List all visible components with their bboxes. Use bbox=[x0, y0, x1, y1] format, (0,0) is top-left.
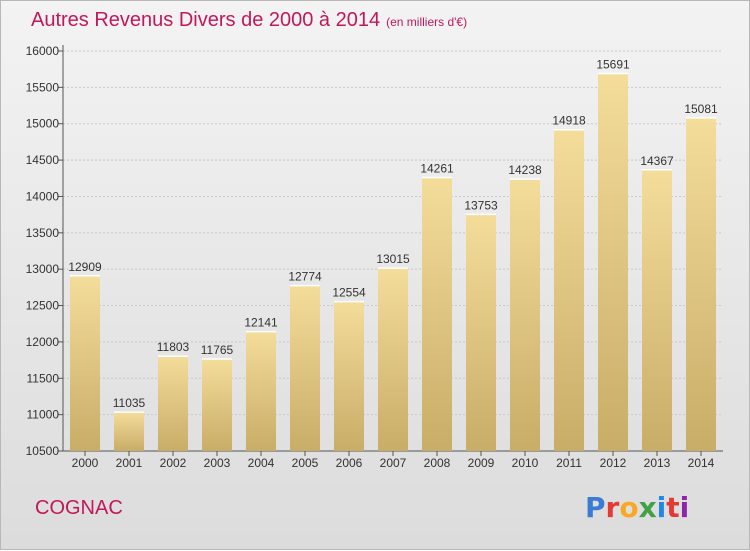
y-tick-label: 10500 bbox=[26, 444, 60, 458]
x-tick-label: 2006 bbox=[336, 456, 363, 470]
chart-unit: (en milliers d'€) bbox=[386, 15, 468, 29]
bar bbox=[378, 268, 408, 451]
y-tick-label: 16000 bbox=[26, 44, 60, 58]
bar bbox=[686, 117, 716, 451]
data-label: 13753 bbox=[464, 198, 498, 212]
proxiti-logo: Proxiti bbox=[585, 491, 689, 524]
logo-letter: x bbox=[638, 491, 657, 524]
y-tick-label: 14000 bbox=[26, 189, 60, 203]
x-tick-label: 2002 bbox=[160, 456, 187, 470]
bar bbox=[114, 412, 144, 451]
logo-letter: r bbox=[605, 491, 620, 524]
x-tick-label: 2009 bbox=[468, 456, 495, 470]
data-label: 11765 bbox=[201, 343, 234, 357]
bar bbox=[598, 73, 628, 452]
data-label: 14261 bbox=[420, 161, 454, 175]
logo-letter: i bbox=[656, 491, 667, 524]
y-tick-label: 12000 bbox=[26, 335, 60, 349]
chart-title-text: Autres Revenus Divers de 2000 à 2014 bbox=[31, 9, 381, 31]
x-tick-label: 2001 bbox=[116, 456, 143, 470]
x-tick-label: 2000 bbox=[72, 456, 99, 470]
x-tick-label: 2008 bbox=[424, 456, 451, 470]
bar bbox=[642, 169, 672, 451]
data-label: 15691 bbox=[596, 57, 630, 71]
data-label: 12774 bbox=[288, 270, 322, 284]
bar bbox=[70, 275, 100, 451]
bar bbox=[554, 129, 584, 451]
city-name: COGNAC bbox=[35, 497, 123, 519]
logo-letter: o bbox=[619, 491, 639, 524]
bar bbox=[158, 356, 188, 451]
bar bbox=[334, 301, 364, 451]
data-label: 14918 bbox=[552, 114, 586, 128]
bar bbox=[510, 179, 540, 452]
bar bbox=[466, 214, 496, 451]
x-tick-label: 2005 bbox=[292, 456, 319, 470]
y-tick-label: 11000 bbox=[27, 408, 60, 422]
data-label: 11035 bbox=[113, 396, 146, 410]
x-tick-label: 2004 bbox=[248, 456, 275, 470]
x-tick-label: 2003 bbox=[204, 456, 231, 470]
y-tick-label: 14500 bbox=[26, 153, 60, 167]
x-tick-label: 2010 bbox=[512, 456, 539, 470]
logo-letter: P bbox=[585, 491, 606, 524]
x-tick-label: 2014 bbox=[688, 456, 715, 470]
x-tick-label: 2011 bbox=[556, 456, 582, 470]
y-tick-label: 12500 bbox=[26, 299, 60, 313]
bar bbox=[290, 285, 320, 451]
y-tick-label: 11500 bbox=[27, 371, 60, 385]
data-label: 14367 bbox=[640, 154, 674, 168]
data-label: 14238 bbox=[508, 163, 542, 177]
logo-letter: t bbox=[666, 491, 680, 524]
y-tick-label: 15000 bbox=[26, 117, 60, 131]
bar bbox=[246, 331, 276, 451]
data-label: 15081 bbox=[684, 102, 718, 116]
y-tick-label: 13000 bbox=[26, 262, 60, 276]
y-tick-label: 13500 bbox=[26, 226, 60, 240]
data-label: 12909 bbox=[68, 260, 102, 274]
y-tick-label: 15500 bbox=[26, 80, 60, 94]
x-tick-label: 2012 bbox=[600, 456, 627, 470]
bar bbox=[422, 177, 452, 452]
data-label: 13015 bbox=[376, 252, 410, 266]
bar bbox=[202, 359, 232, 451]
chart-title: Autres Revenus Divers de 2000 à 2014 (en … bbox=[31, 9, 467, 32]
x-tick-label: 2007 bbox=[380, 456, 407, 470]
x-tick-label: 2013 bbox=[644, 456, 671, 470]
data-label: 11803 bbox=[157, 340, 190, 354]
logo-letter: i bbox=[679, 491, 690, 524]
data-label: 12141 bbox=[244, 316, 278, 330]
data-label: 12554 bbox=[332, 286, 366, 300]
